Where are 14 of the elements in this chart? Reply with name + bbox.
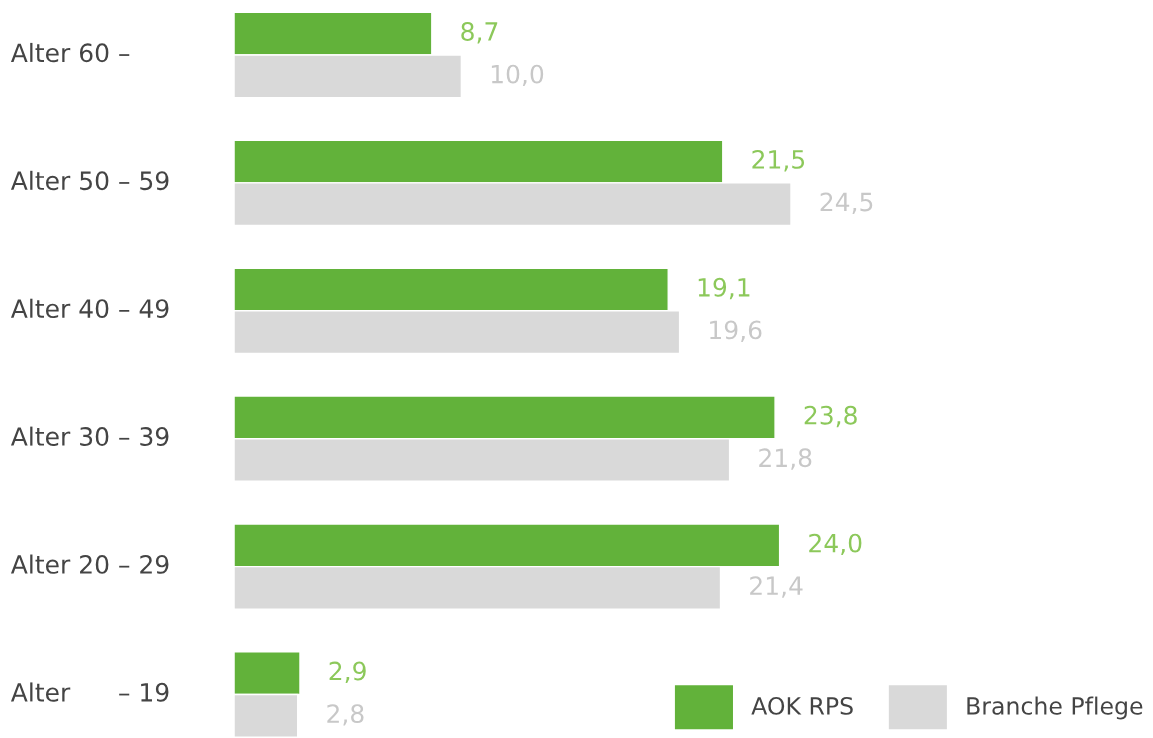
- data-label: 21,5: [752, 149, 805, 172]
- y-tick-label: Alter 60 –: [10, 42, 130, 63]
- y-tick-label: Alter 50 – 59: [10, 170, 169, 191]
- data-label: 24,0: [809, 533, 862, 556]
- y-tick-label: Alter 20 – 29: [10, 554, 169, 574]
- data-label: 19,1: [698, 277, 750, 300]
- legend-label: Branche Pflege: [967, 696, 1143, 720]
- legend-label: AOK RPS: [751, 696, 853, 715]
- y-tick-label: Alter 30 – 39: [10, 426, 169, 446]
- data-label: 8,7: [461, 22, 498, 44]
- data-label: 2,9: [329, 661, 366, 684]
- data-label: 23,8: [804, 405, 857, 428]
- y-tick-label: Alter 40 – 49: [10, 298, 169, 319]
- y-tick-label: Alter – 19: [10, 682, 169, 702]
